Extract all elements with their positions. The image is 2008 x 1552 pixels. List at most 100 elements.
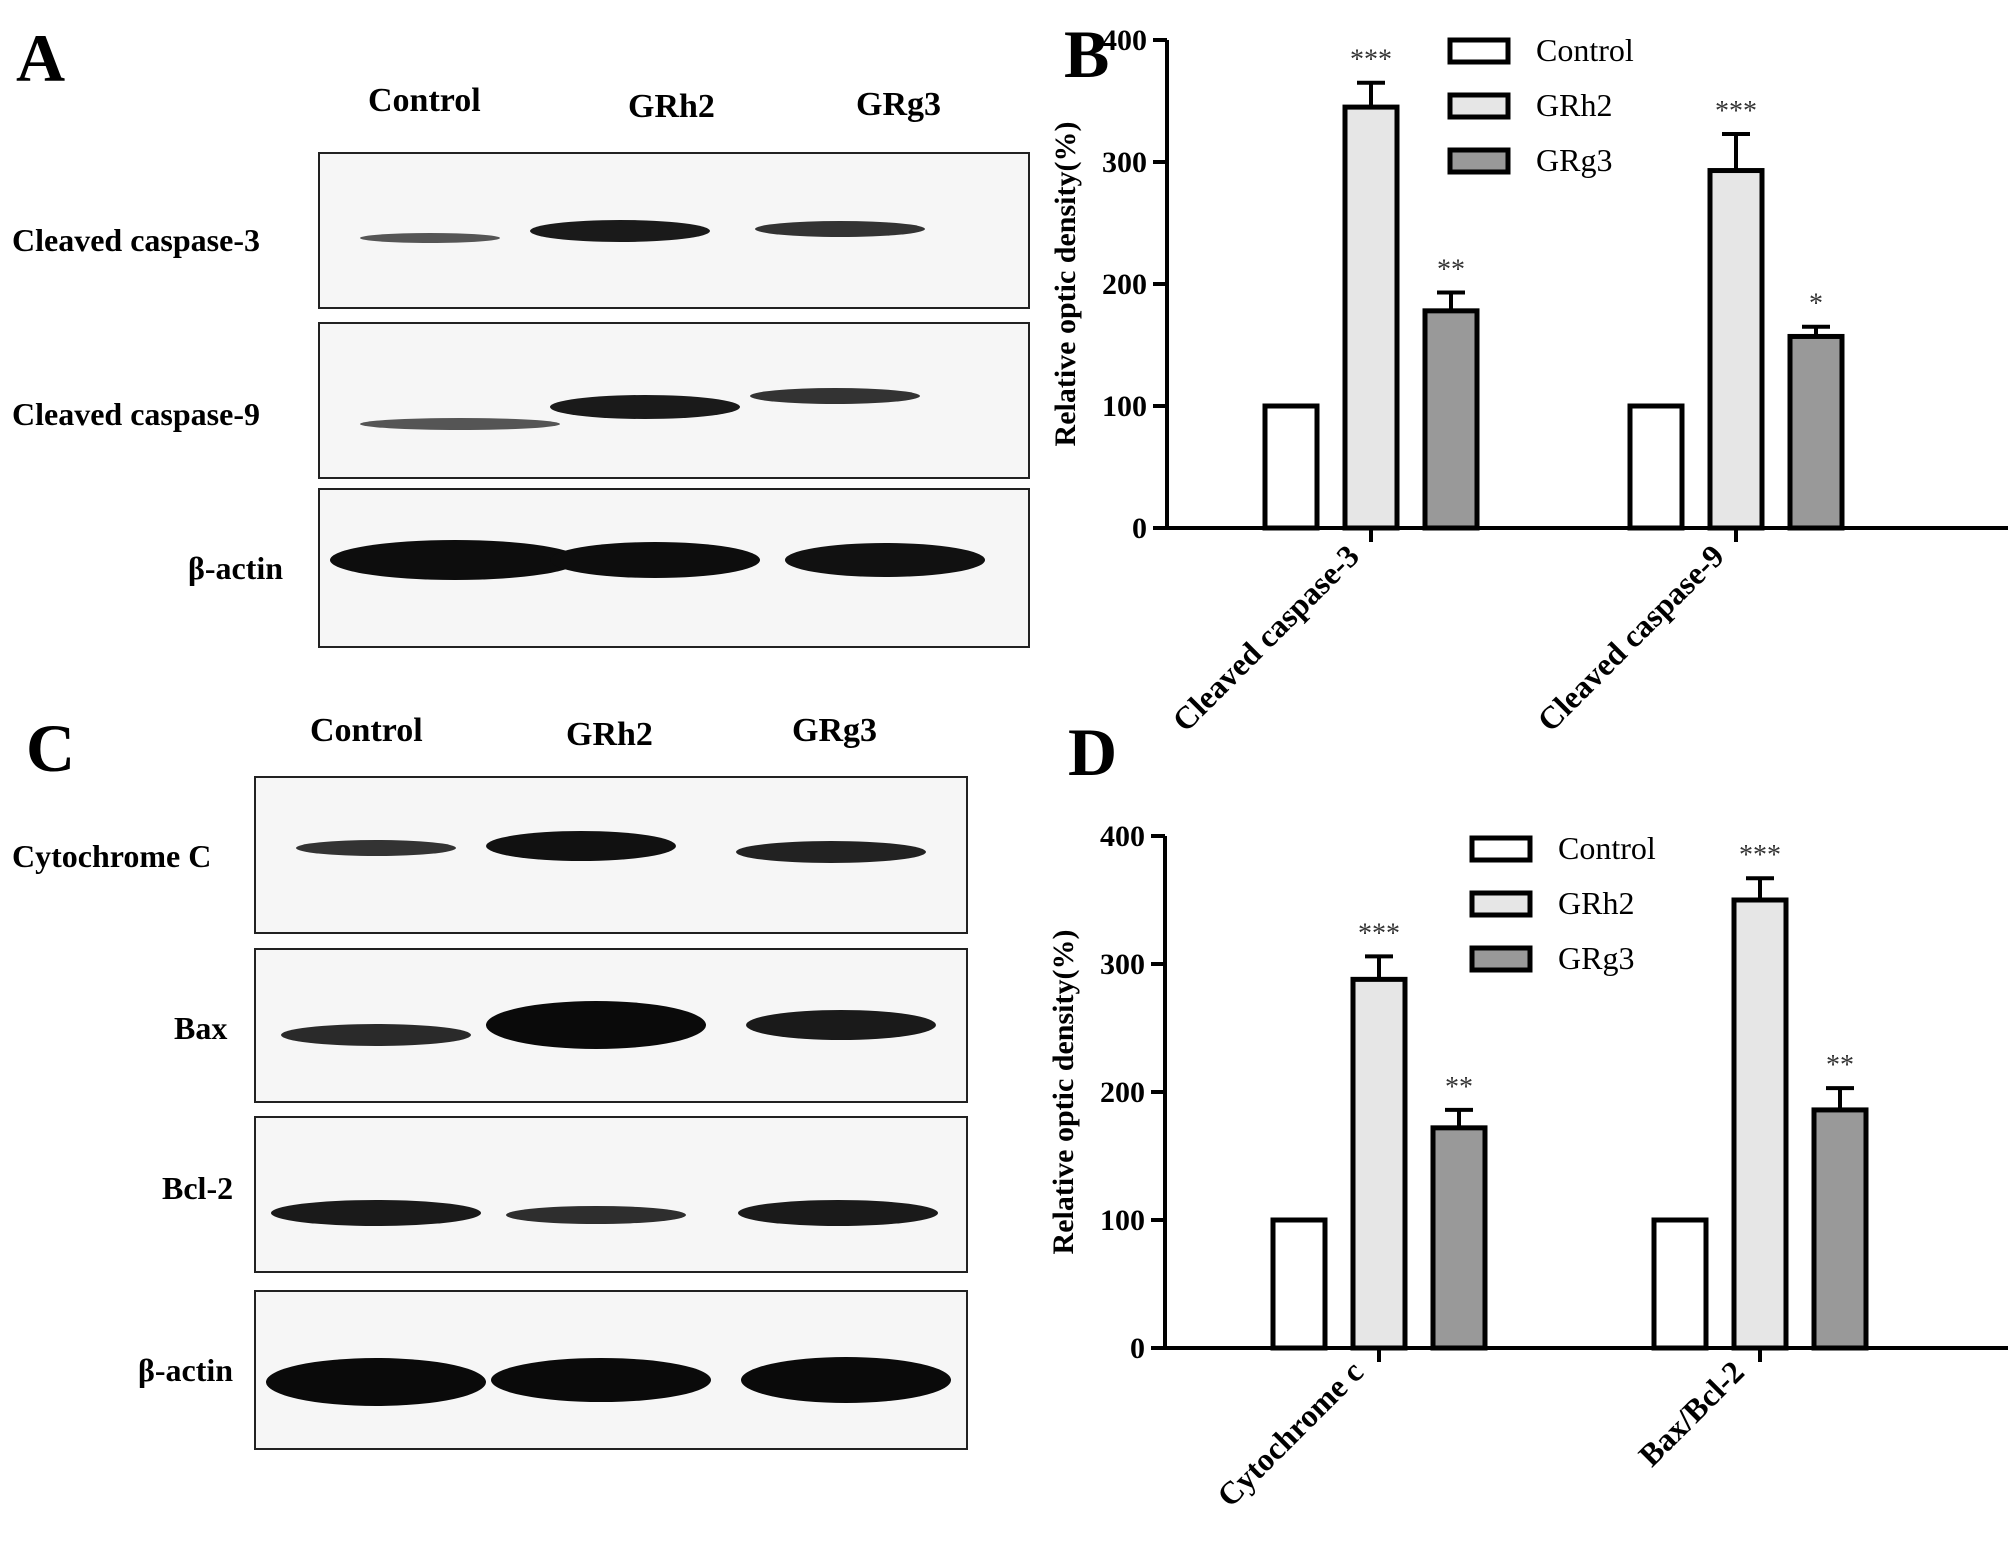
band-grg3 (750, 388, 920, 404)
bar-grg3-cleaved-caspase-3 (1422, 308, 1480, 531)
lane-label-control: Control (310, 712, 423, 749)
band-grh2 (550, 542, 760, 578)
panel-letter-a: A (16, 20, 66, 96)
x-tick-label: Cleaved caspase-9 (1530, 537, 1731, 738)
row-label-bax: Bax (174, 1010, 228, 1046)
significance-label: ** (1437, 255, 1465, 286)
bar-grg3-cytochrome-c (1430, 1125, 1488, 1351)
row-label-cytochrome-c: Cytochrome C (12, 838, 212, 874)
blot-bands-beta-actin-c (266, 1357, 951, 1406)
lane-label-grh2: GRh2 (566, 716, 653, 753)
bar-control-cleaved-caspase-9 (1627, 403, 1685, 531)
band-grg3 (746, 1010, 936, 1040)
y-axis-label: Relative optic density(%) (1047, 930, 1080, 1255)
significance-label: ** (1826, 1050, 1854, 1081)
band-control (271, 1200, 481, 1226)
band-grg3 (736, 841, 926, 863)
band-control (360, 233, 500, 243)
band-grh2 (550, 395, 740, 419)
band-grh2 (530, 220, 710, 242)
y-tick-label: 0 (1132, 512, 1147, 545)
bar-grh2-cytochrome-c (1350, 976, 1408, 1351)
bar-grh2-bax-bcl-2 (1731, 897, 1789, 1351)
significance-label: *** (1350, 45, 1392, 76)
significance-label: *** (1358, 918, 1400, 949)
blot-cleaved-caspase-9 (318, 322, 1030, 479)
band-grg3 (785, 543, 985, 577)
significance-label: *** (1739, 840, 1781, 871)
band-control (360, 418, 560, 430)
legend-swatch-grh2 (1469, 890, 1533, 918)
lane-label-grg3: GRg3 (792, 712, 877, 749)
panel-letter-b: B (1064, 16, 1110, 92)
y-tick-label: 200 (1102, 268, 1147, 301)
blot-cytochrome-c (254, 776, 968, 934)
legend-label-grh2: GRh2 (1536, 87, 1612, 123)
legend-label-grh2: GRh2 (1558, 885, 1634, 921)
band-grg3 (755, 221, 925, 237)
y-axis-label: Relative optic density(%) (1049, 122, 1082, 447)
bar-grg3-cleaved-caspase-9 (1787, 333, 1845, 531)
band-grh2 (486, 831, 676, 861)
row-label-cleaved-caspase-9: Cleaved caspase-9 (12, 396, 260, 432)
blot-beta-actin-a (318, 488, 1030, 648)
panel-letter-d: D (1068, 714, 1118, 790)
blot-cleaved-caspase-3 (318, 152, 1030, 309)
band-control (281, 1024, 471, 1046)
lane-label-grh2: GRh2 (628, 88, 715, 125)
legend-label-control: Control (1536, 32, 1634, 68)
blot-bands-cleaved-caspase-9 (360, 388, 920, 430)
y-tick-label: 0 (1130, 1332, 1145, 1365)
blot-bax (254, 948, 968, 1103)
legend-swatch-grh2 (1447, 92, 1511, 120)
y-tick-label: 100 (1100, 1204, 1145, 1237)
legend-swatch-control (1447, 37, 1511, 65)
x-tick-label: Cleaved caspase-3 (1165, 537, 1366, 738)
legend-label-grg3: GRg3 (1536, 142, 1612, 178)
row-label-beta-actin-a: β-actin (188, 550, 284, 586)
bar-grh2-cleaved-caspase-9 (1707, 168, 1765, 531)
band-grg3 (738, 1200, 938, 1226)
row-label-cleaved-caspase-3: Cleaved caspase-3 (12, 222, 260, 258)
legend-swatch-control (1469, 835, 1533, 863)
band-grh2 (486, 1001, 706, 1049)
band-control (266, 1358, 486, 1406)
blot-bands-cleaved-caspase-3 (360, 220, 925, 243)
bar-control-cytochrome-c (1270, 1217, 1328, 1351)
row-label-beta-actin-c: β-actin (138, 1352, 234, 1388)
band-control (296, 840, 456, 856)
bar-control-cleaved-caspase-3 (1262, 403, 1320, 531)
blot-bands-cytochrome-c (296, 831, 926, 863)
y-tick-label: 100 (1102, 390, 1147, 423)
band-grg3 (741, 1357, 951, 1403)
band-grh2 (506, 1206, 686, 1224)
x-tick-label: Cytochrome c (1210, 1353, 1370, 1513)
y-tick-label: 300 (1102, 146, 1147, 179)
band-control (330, 540, 580, 580)
significance-label: ** (1445, 1072, 1473, 1103)
band-grh2 (491, 1358, 711, 1402)
blot-beta-actin-c (254, 1290, 968, 1450)
significance-label: * (1809, 289, 1823, 320)
legend-label-grg3: GRg3 (1558, 940, 1634, 976)
lane-label-control: Control (368, 82, 481, 119)
lane-label-grg3: GRg3 (856, 86, 941, 123)
legend-swatch-grg3 (1447, 147, 1511, 175)
legend-label-control: Control (1558, 830, 1656, 866)
bar-grg3-bax-bcl-2 (1811, 1107, 1869, 1351)
blot-bcl-2 (254, 1116, 968, 1273)
panel-letter-c: C (26, 710, 76, 786)
bar-control-bax-bcl-2 (1651, 1217, 1709, 1351)
significance-label: *** (1715, 96, 1757, 127)
blot-bands-bcl-2 (271, 1200, 938, 1226)
y-tick-label: 400 (1102, 24, 1147, 57)
legend-swatch-grg3 (1469, 945, 1533, 973)
blot-bands-beta-actin-a (330, 540, 985, 580)
bar-chart-d: 0 100 200 300 400 Relative optic density(%) **… (1047, 820, 2008, 1514)
y-tick-label: 200 (1100, 1076, 1145, 1109)
y-tick-label: 400 (1100, 820, 1145, 853)
row-label-bcl-2: Bcl-2 (162, 1170, 234, 1206)
y-tick-label: 300 (1100, 948, 1145, 981)
bar-grh2-cleaved-caspase-3 (1342, 104, 1400, 531)
